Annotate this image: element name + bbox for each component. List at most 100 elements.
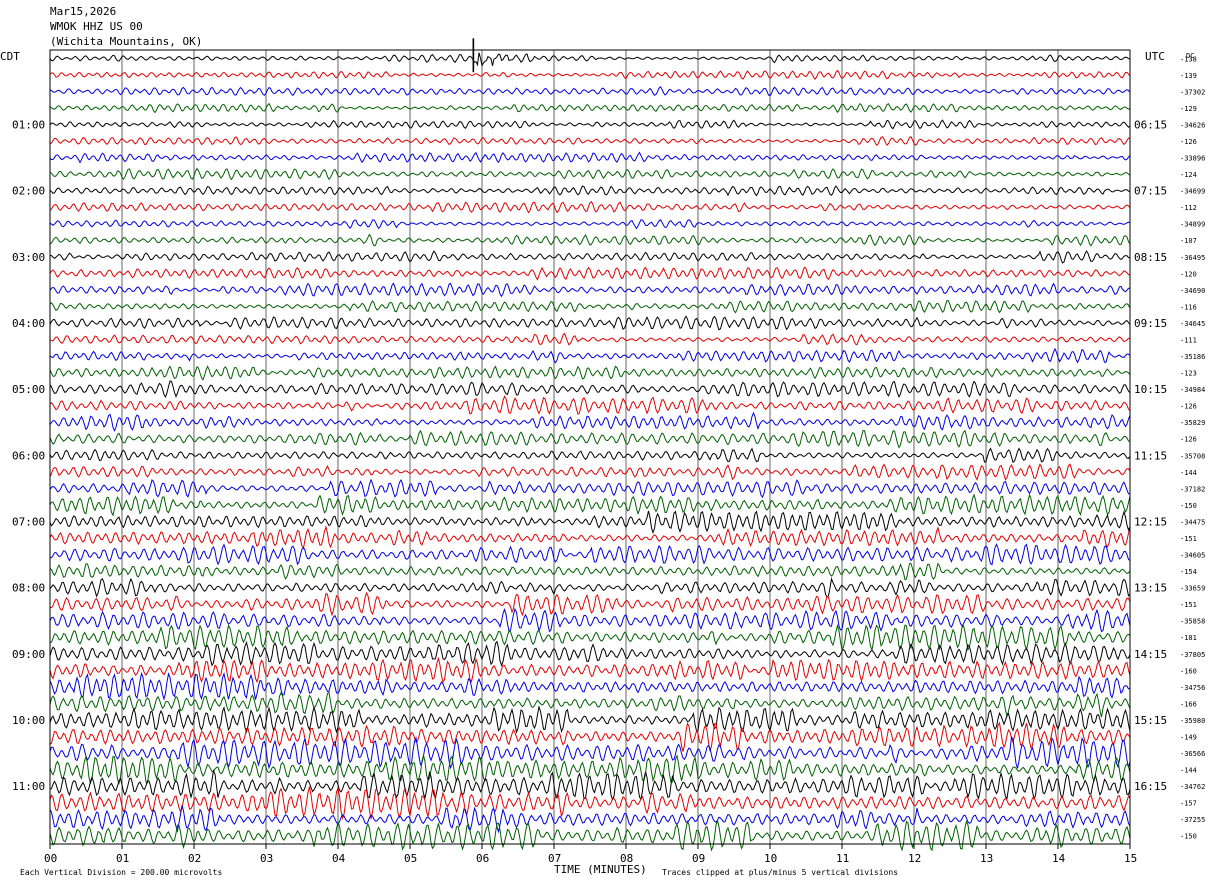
right-hour-label: 07:15 [1134,185,1167,198]
left-hour-label: 08:00 [12,582,45,595]
dc-offset-label: -37255 [1180,816,1205,824]
plot-frame [49,49,1131,845]
trace-18 [49,332,1131,346]
left-hour-label: 06:00 [12,449,45,462]
trace-1 [49,52,1131,67]
trace-32 [49,562,1131,581]
dc-offset-label: -34475 [1180,518,1205,526]
dc-offset-label: -37805 [1180,651,1205,659]
dc-offset-label: -144 [1180,469,1197,477]
dc-offset-label: -34899 [1180,221,1205,229]
dc-offset-label: -126 [1180,436,1197,444]
trace-25 [49,447,1131,464]
station-label: WMOK HHZ US 00 [50,20,143,33]
dc-offset-label: -34699 [1180,188,1205,196]
dc-offset-label: -139 [1180,72,1197,80]
trace-9 [49,185,1131,197]
trace-14 [49,266,1131,281]
x-tick-label: 05 [404,852,417,865]
dc-offset-label: -112 [1180,204,1197,212]
x-tick-label: 04 [332,852,346,865]
dc-offset-label: -166 [1180,700,1197,708]
location-label: (Wichita Mountains, OK) [50,35,202,48]
trace-36 [49,623,1131,652]
trace-45 [49,769,1131,801]
left-hour-label: 09:00 [12,648,45,661]
x-tick-label: 06 [476,852,489,865]
dc-offset-label: -123 [1180,370,1197,378]
dc-offset-label: -34605 [1180,552,1205,560]
trace-34 [49,591,1131,617]
trace-33 [49,577,1131,598]
dc-offset-label: -126 [1180,138,1197,146]
dc-offset-label: -35829 [1180,419,1205,427]
trace-47 [49,805,1131,834]
right-hour-label: 09:15 [1134,317,1167,330]
right-hour-label: 13:15 [1134,582,1167,595]
trace-39 [49,671,1131,701]
trace-5 [49,119,1131,130]
trace-23 [49,411,1131,432]
dc-offset-label: -35858 [1180,618,1205,626]
trace-6 [49,136,1131,147]
dc-offset-label: -150 [1180,502,1197,510]
right-hour-labels: 06:15 07:15 08:15 09:15 10:15 11:15 12:15 13:15… [1134,118,1167,793]
dc-offset-label: -154 [1180,568,1197,576]
scale-footnote: Each Vertical Division = 200.00 microvol… [20,868,222,877]
dc-offset-label: -120 [1180,270,1197,278]
dc-offset-label: -34645 [1180,320,1205,328]
dc-offset-label: -150 [1180,833,1197,841]
trace-46 [49,786,1131,820]
trace-31 [49,543,1131,566]
left-hour-label: 11:00 [12,780,45,793]
trace-3 [49,86,1131,97]
dc-offset-label: -34756 [1180,684,1205,692]
trace-48 [49,818,1131,852]
trace-27 [49,478,1131,499]
dc-offset-label: -160 [1180,667,1197,675]
trace-21 [49,380,1131,399]
dc-offset-label: -36566 [1180,750,1205,758]
trace-30 [49,525,1131,550]
dc-offset-label: -35186 [1180,353,1205,361]
right-hour-label: 16:15 [1134,780,1167,793]
trace-13 [49,250,1131,264]
right-hour-label: 08:15 [1134,251,1167,264]
dc-header-label: DC [1186,52,1194,60]
x-tick-label: 03 [260,852,273,865]
trace-15 [49,282,1130,298]
trace-2 [49,69,1131,81]
x-tick-label: 09 [692,852,705,865]
dc-offset-label: -37302 [1180,88,1205,96]
x-tick-label: 11 [836,852,849,865]
dc-offset-label: -37182 [1180,485,1205,493]
trace-37 [49,640,1131,667]
x-tick-label: 08 [620,852,633,865]
right-timezone-label: UTC [1145,50,1165,63]
x-axis-ticks: 00 01 02 03 04 05 06 07 08 09 10 11 12 13 14 15 [44,844,1137,865]
trace-11 [49,219,1131,230]
dc-offset-label: -126 [1180,403,1197,411]
dc-offset-label: -116 [1180,303,1197,311]
dc-offset-labels: -138 -139 -37302 -129 -34626 -126 -33896 -124 -3… [1180,55,1205,840]
trace-28 [49,493,1131,517]
x-tick-label: 02 [188,852,201,865]
x-tick-label: 15 [1124,852,1137,865]
left-hour-label: 07:00 [12,515,45,528]
x-axis-title: TIME (MINUTES) [554,863,647,876]
seismic-traces [49,38,1131,852]
x-tick-label: 01 [116,852,129,865]
left-hour-labels: 01:00 02:00 03:00 04:00 05:00 06:00 07:00 08:00… [12,118,45,793]
dc-offset-label: -149 [1180,733,1197,741]
x-tick-label: 14 [1052,852,1066,865]
dc-offset-label: -107 [1180,237,1197,245]
right-hour-label: 10:15 [1134,383,1167,396]
x-tick-label: 12 [908,852,921,865]
left-hour-label: 05:00 [12,383,45,396]
trace-44 [49,754,1131,785]
dc-offset-label: -36495 [1180,254,1205,262]
x-tick-label: 10 [764,852,777,865]
dc-offset-label: -138 [1180,55,1197,63]
trace-10 [49,200,1131,214]
trace-20 [49,365,1131,381]
